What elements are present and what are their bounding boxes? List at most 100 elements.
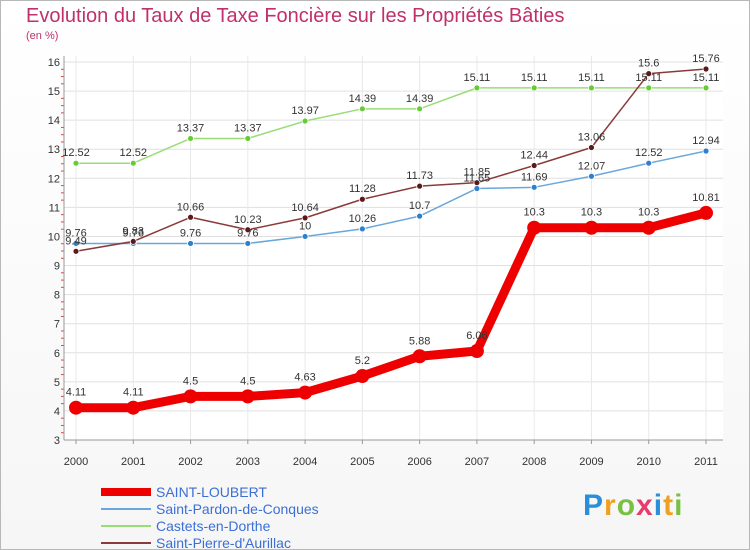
data-point-saint-loubert	[527, 220, 542, 235]
data-label-castets-en-dorthe: 15.11	[635, 72, 662, 84]
data-label-saint-pardon-de-conques: 10.7	[409, 200, 430, 212]
data-label-castets-en-dorthe: 13.37	[177, 122, 205, 134]
legend-label-saint-pardon-de-conques: Saint-Pardon-de-Conques	[156, 501, 319, 517]
y-tick-label: 15	[48, 86, 60, 98]
plot-background	[64, 56, 723, 440]
data-label-saint-pardon-de-conques: 10	[299, 220, 311, 232]
data-point-saint-pierre-d-aurillac	[72, 247, 80, 255]
data-label-castets-en-dorthe: 12.52	[120, 147, 148, 159]
data-point-saint-pardon-de-conques	[530, 183, 538, 191]
y-tick-label: 12	[48, 173, 60, 185]
y-unit-label: (en %)	[26, 30, 59, 42]
data-point-saint-pierre-d-aurillac	[244, 226, 252, 234]
data-point-saint-pardon-de-conques	[72, 240, 80, 247]
x-tick-label: 2001	[121, 456, 145, 468]
data-label-castets-en-dorthe: 12.52	[62, 147, 90, 159]
data-label-saint-loubert: 4.11	[123, 387, 144, 399]
data-label-saint-pierre-d-aurillac: 12.44	[520, 150, 548, 162]
data-label-saint-loubert: 10.81	[692, 192, 720, 204]
data-label-saint-pierre-d-aurillac: 11.85	[464, 167, 491, 179]
y-tick-label: 4	[54, 406, 60, 418]
data-label-saint-pardon-de-conques: 12.94	[692, 135, 720, 147]
y-tick-label: 13	[48, 144, 60, 156]
data-label-castets-en-dorthe: 15.11	[521, 72, 548, 84]
logo-letter: i	[653, 489, 664, 522]
legend-label-castets-en-dorthe: Castets-en-Dorthe	[156, 518, 271, 534]
y-tick-label: 10	[48, 231, 60, 243]
data-label-castets-en-dorthe: 13.37	[234, 122, 262, 134]
x-tick-label: 2005	[350, 456, 374, 468]
data-label-castets-en-dorthe: 15.11	[578, 72, 605, 84]
data-point-saint-loubert	[412, 349, 427, 364]
data-point-saint-pardon-de-conques	[244, 240, 252, 247]
data-label-saint-loubert: 10.3	[638, 207, 659, 219]
data-label-saint-pardon-de-conques: 9.76	[237, 227, 258, 239]
data-point-castets-en-dorthe	[187, 135, 194, 142]
x-tick-label: 2009	[579, 456, 603, 468]
data-point-saint-pardon-de-conques	[588, 172, 595, 180]
logo-letter: x	[636, 489, 654, 522]
data-label-castets-en-dorthe: 14.39	[349, 93, 377, 105]
data-labels: 4.11 4.11 4.5 4.5 4.63 5.2 5.88 6.06 10.3 10.3 10.…	[62, 53, 720, 399]
data-point-saint-pardon-de-conques	[702, 147, 710, 155]
data-label-saint-pardon-de-conques: 12.52	[635, 147, 663, 159]
series-line-saint-loubert	[71, 208, 711, 413]
data-point-saint-pierre-d-aurillac	[702, 65, 710, 73]
grid	[64, 56, 723, 441]
logo-letter: r	[604, 489, 617, 522]
data-point-saint-pierre-d-aurillac	[588, 144, 595, 151]
data-point-castets-en-dorthe	[301, 117, 309, 125]
data-point-saint-pardon-de-conques	[301, 233, 309, 240]
data-label-saint-pierre-d-aurillac: 11.73	[406, 170, 433, 182]
x-tick-label: 2002	[178, 456, 202, 468]
data-point-saint-pierre-d-aurillac	[473, 179, 481, 187]
y-tick-label: 3	[54, 435, 60, 447]
y-tick-label: 9	[54, 261, 60, 273]
data-label-saint-loubert: 10.3	[581, 207, 602, 219]
y-tick-label: 16	[48, 57, 60, 69]
data-point-saint-pardon-de-conques	[187, 240, 194, 247]
data-point-saint-pierre-d-aurillac	[645, 70, 653, 78]
data-point-castets-en-dorthe	[244, 135, 252, 142]
data-point-castets-en-dorthe	[530, 84, 538, 92]
data-label-saint-loubert: 5.88	[409, 335, 430, 347]
data-label-saint-pardon-de-conques: 10.26	[349, 213, 377, 225]
legend-label-saint-loubert: SAINT-LOUBERT	[156, 484, 267, 500]
data-label-saint-pardon-de-conques: 9.76	[123, 227, 144, 239]
data-point-castets-en-dorthe	[72, 159, 80, 167]
logo-letter: t	[663, 489, 675, 522]
data-point-saint-loubert	[641, 220, 656, 235]
data-label-saint-pierre-d-aurillac: 10.23	[234, 214, 262, 226]
proxiti-logo: Proxiti	[583, 489, 683, 523]
y-tick-label: 7	[54, 319, 60, 331]
data-point-saint-loubert	[240, 389, 255, 404]
logo-letter: o	[616, 489, 637, 522]
data-point-saint-loubert	[584, 220, 599, 235]
x-tick-label: 2008	[522, 456, 546, 468]
data-point-castets-en-dorthe	[416, 105, 424, 113]
series-line-castets-en-dorthe	[75, 87, 707, 164]
series-line-saint-pierre-d-aurillac	[75, 68, 707, 253]
legend-label-saint-pierre-d-aurillac: Saint-Pierre-d'Aurillac	[156, 535, 291, 550]
data-point-saint-pardon-de-conques	[473, 185, 481, 192]
data-label-saint-loubert: 4.5	[240, 375, 255, 387]
x-tick-label: 2011	[694, 456, 718, 468]
data-label-saint-loubert: 4.63	[294, 372, 315, 384]
data-label-saint-pierre-d-aurillac: 10.64	[291, 202, 319, 214]
data-label-saint-loubert: 10.3	[523, 207, 544, 219]
data-label-saint-pardon-de-conques: 11.69	[521, 171, 548, 183]
data-point-saint-loubert	[699, 205, 713, 220]
data-point-castets-en-dorthe	[588, 84, 595, 92]
x-tick-label: 2007	[465, 456, 489, 468]
data-point-saint-pierre-d-aurillac	[358, 195, 366, 203]
data-label-saint-pierre-d-aurillac: 15.6	[638, 58, 659, 70]
data-point-saint-pardon-de-conques	[416, 212, 424, 220]
y-tick-label: 14	[48, 115, 60, 127]
data-label-saint-pardon-de-conques: 12.07	[578, 160, 606, 172]
legend: SAINT-LOUBERTSaint-Pardon-de-ConquesCast…	[101, 484, 319, 550]
data-point-saint-pierre-d-aurillac	[187, 213, 194, 221]
data-label-saint-pierre-d-aurillac: 11.28	[349, 183, 376, 195]
x-tick-label: 2006	[407, 456, 431, 468]
logo-letter: P	[583, 489, 605, 522]
x-tick-label: 2004	[293, 456, 317, 468]
